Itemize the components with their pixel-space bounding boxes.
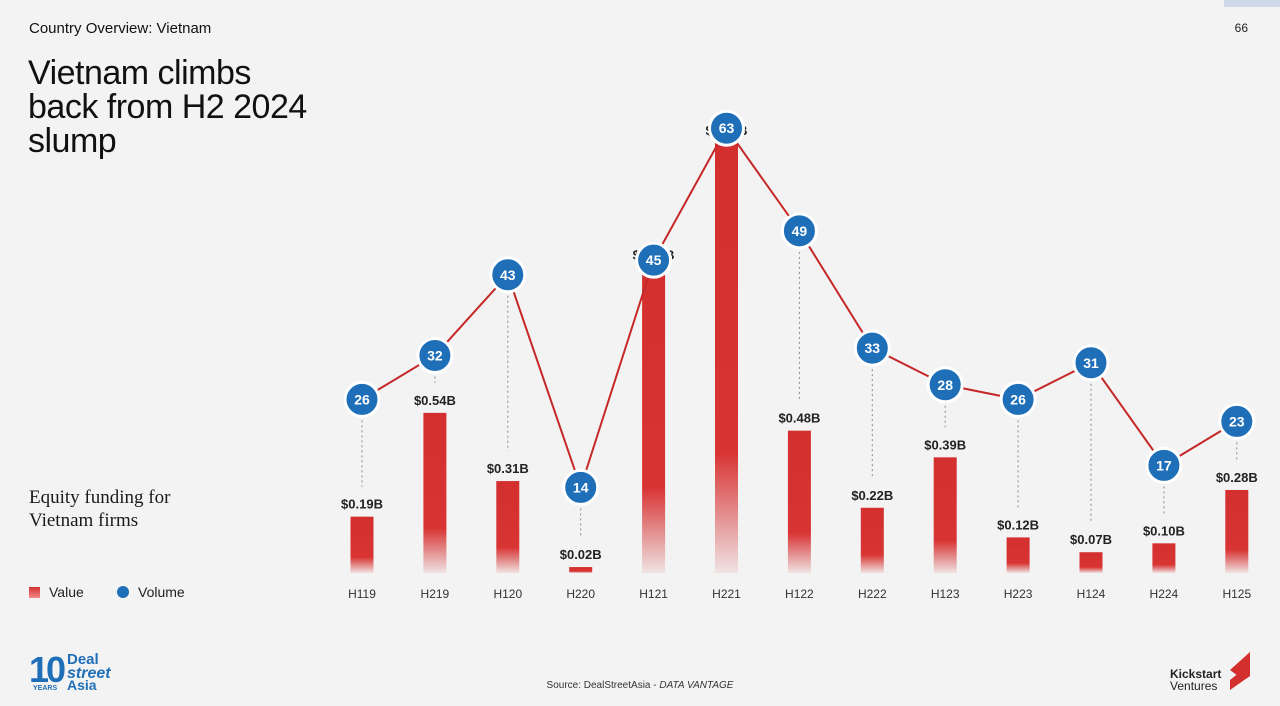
value-bar — [860, 507, 884, 573]
logo-ten-years-number: 10 — [29, 649, 65, 690]
volume-marker — [1072, 344, 1110, 382]
x-axis-tick-label: H125 — [1222, 587, 1251, 601]
x-axis-tick-label: H223 — [1004, 587, 1033, 601]
x-axis-tick-label: H123 — [931, 587, 960, 601]
legend-label-value: Value — [49, 584, 84, 600]
volume-data-label: 63 — [719, 120, 735, 136]
value-bar — [496, 481, 520, 573]
x-axis-tick-label: H220 — [566, 587, 595, 601]
volume-data-label: 33 — [865, 340, 881, 356]
volume-data-label: 45 — [646, 252, 662, 268]
page-title: Vietnam climbs back from H2 2024 slump — [28, 54, 307, 160]
logo-street-text: street — [67, 665, 111, 682]
volume-marker — [489, 256, 527, 294]
x-axis-tick-label: H119 — [348, 587, 376, 601]
volume-marker — [1218, 402, 1256, 440]
logo-asia-text: Asia — [67, 677, 97, 692]
value-data-label: $0.19B — [341, 497, 383, 512]
volume-data-label: 23 — [1229, 413, 1245, 429]
value-data-label: $0.48B — [778, 411, 820, 426]
x-axis-tick-label: H222 — [858, 587, 887, 601]
volume-data-label: 32 — [427, 347, 443, 363]
volume-marker — [780, 212, 818, 250]
volume-data-label: 28 — [937, 377, 953, 393]
corner-tab — [1224, 0, 1280, 7]
logo-flag-lower-icon — [1230, 664, 1250, 690]
x-axis-tick-label: H121 — [639, 587, 668, 601]
logo-ventures-text: Ventures — [1170, 679, 1217, 692]
legend-item-value: Value — [29, 584, 84, 600]
value-data-label: $0.12B — [997, 517, 1039, 532]
value-bar — [1006, 537, 1030, 573]
value-bar — [787, 430, 811, 573]
value-bar — [1152, 543, 1176, 573]
legend-swatch-volume — [117, 586, 129, 598]
logo-kickstart-text: Kickstart — [1170, 667, 1221, 681]
x-axis-tick-label: H224 — [1150, 587, 1179, 601]
volume-marker — [562, 468, 600, 506]
logo-years-text: YEARS — [33, 685, 57, 692]
volume-marker — [635, 241, 673, 279]
volume-data-label: 17 — [1156, 457, 1172, 473]
section-label: Country Overview: Vietnam — [29, 20, 212, 37]
value-data-label: $0.10B — [1143, 523, 1185, 538]
volume-data-label: 43 — [500, 267, 516, 283]
volume-data-label: 26 — [354, 391, 370, 407]
x-axis-tick-label: H221 — [712, 587, 741, 601]
source-emphasis: DATA VANTAGE — [659, 680, 734, 691]
value-data-label: $0.22B — [851, 488, 893, 503]
value-bar — [1225, 489, 1249, 573]
x-axis-tick-label: H124 — [1077, 587, 1106, 601]
kickstart-ventures-logo: Kickstart Ventures — [1170, 652, 1250, 692]
value-bar — [715, 143, 738, 573]
source-note: Source: DealStreetAsia - DATA VANTAGE — [0, 680, 1280, 691]
value-bar — [1079, 552, 1103, 573]
value-bar — [642, 267, 666, 573]
chart-subtitle: Equity funding for Vietnam firms — [29, 487, 171, 531]
volume-data-label: 31 — [1083, 355, 1099, 371]
dealstreetasia-logo: 10 YEARS Deal street Asia — [29, 649, 111, 692]
value-bar — [350, 516, 374, 573]
value-bar — [569, 567, 593, 573]
volume-data-label: 14 — [573, 479, 589, 495]
value-data-label: $0.31B — [487, 461, 529, 476]
volume-marker — [708, 109, 745, 147]
value-data-label: $0.02B — [560, 547, 602, 562]
x-axis-tick-label: H120 — [493, 587, 522, 601]
source-text: Source: DealStreetAsia - — [546, 680, 660, 691]
value-data-label: $0.54B — [414, 393, 456, 408]
volume-data-label: 26 — [1010, 391, 1026, 407]
logo-deal-text: Deal — [67, 651, 99, 668]
x-axis-tick-label: H122 — [785, 587, 814, 601]
value-data-label: $0.39B — [924, 437, 966, 452]
volume-marker — [1145, 446, 1183, 484]
x-axis-tick-label: H219 — [421, 587, 450, 601]
volume-data-label: 49 — [792, 223, 808, 239]
volume-marker — [999, 380, 1037, 418]
value-data-label: $0.28B — [1216, 470, 1258, 485]
volume-marker — [926, 366, 964, 404]
legend-swatch-value — [29, 587, 40, 598]
legend-item-volume: Volume — [117, 584, 185, 600]
volume-marker — [853, 329, 891, 367]
volume-marker — [416, 336, 454, 374]
page-number: 66 — [1234, 21, 1248, 35]
value-bar — [933, 457, 957, 573]
volume-marker — [343, 380, 381, 418]
value-data-label: $0.07B — [1070, 532, 1112, 547]
legend-label-volume: Volume — [138, 584, 185, 600]
value-bar — [423, 412, 447, 573]
